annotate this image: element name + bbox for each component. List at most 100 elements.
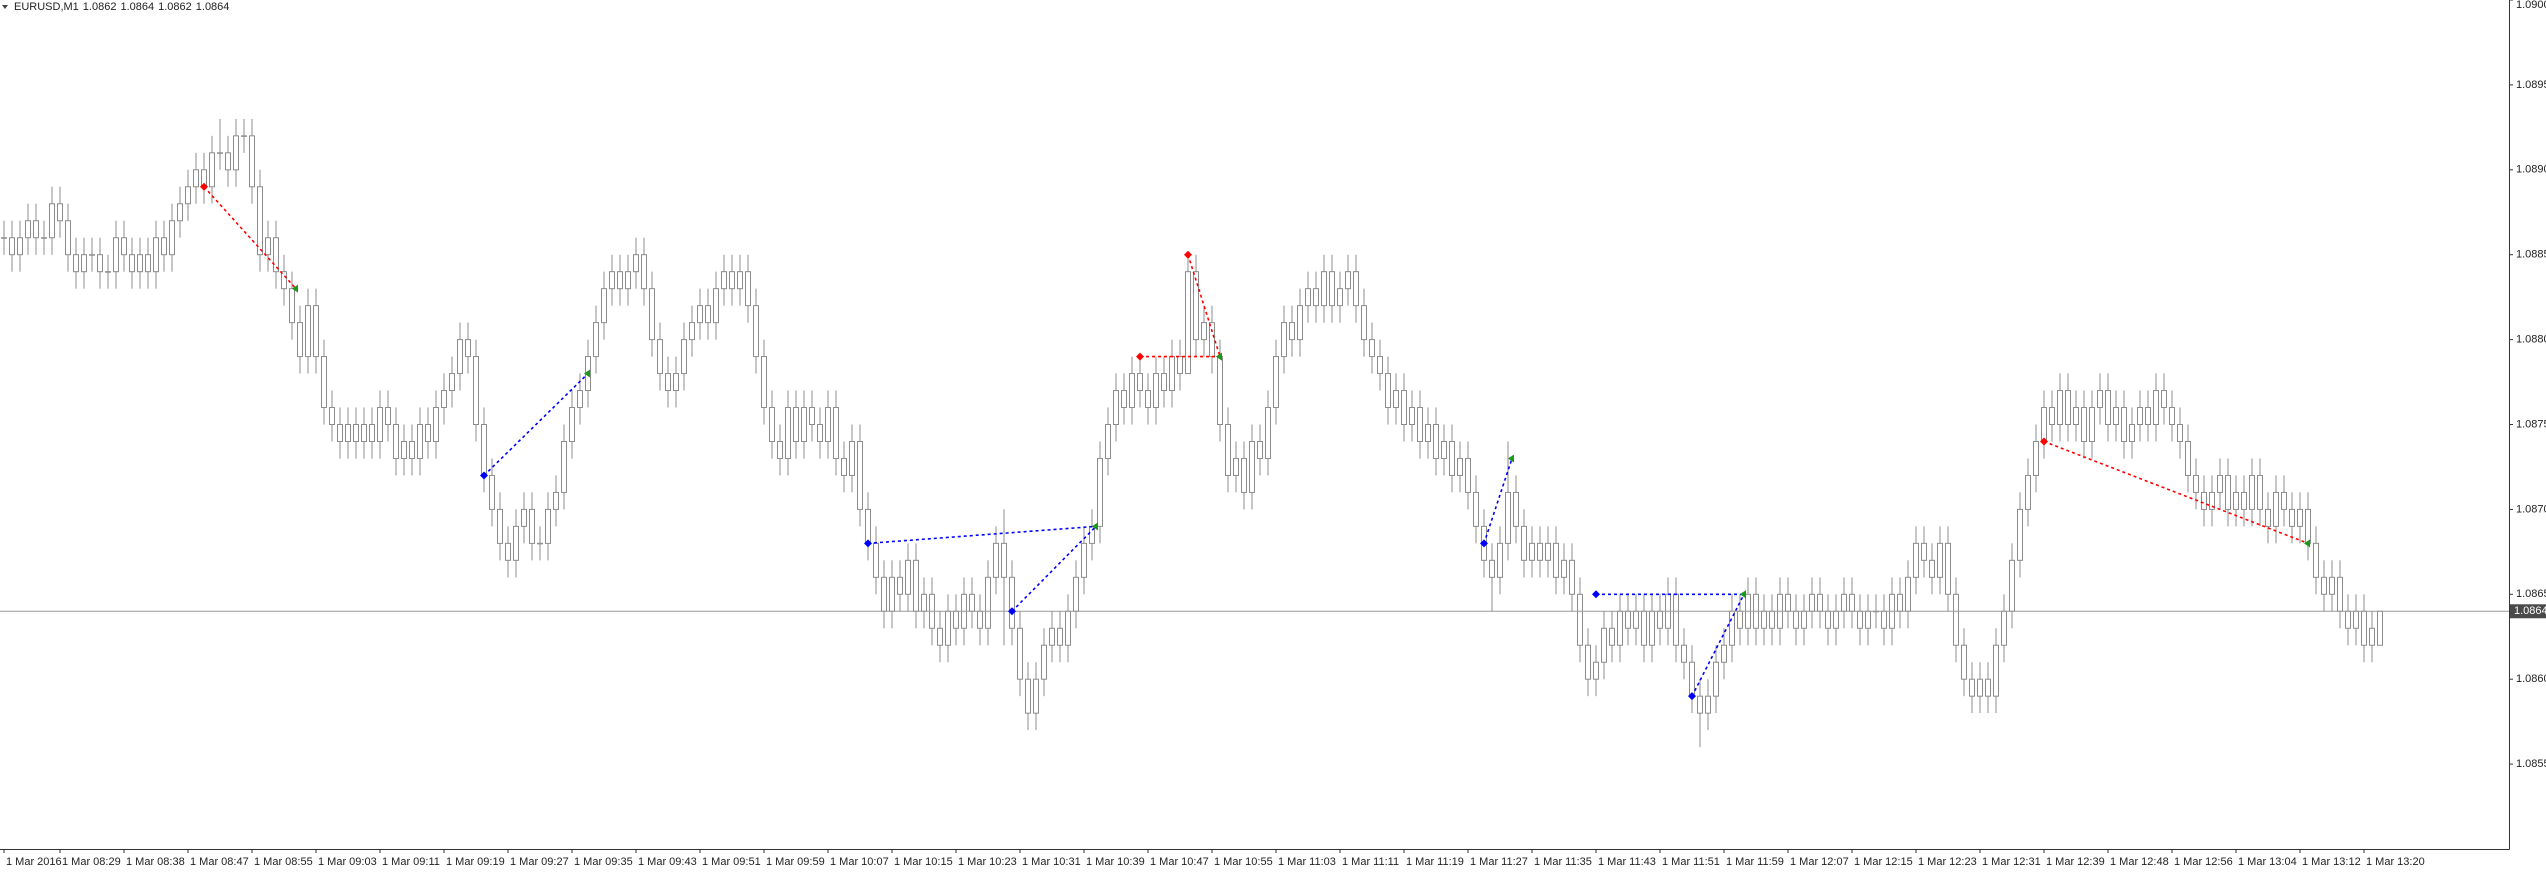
candle-body (2129, 424, 2135, 442)
candle-body (1785, 593, 1791, 612)
candle-body (2169, 407, 2175, 425)
candle-body (1489, 559, 1495, 578)
x-tick-label: 1 Mar 11:19 (1406, 856, 1464, 868)
trade-open-marker (1688, 692, 1696, 701)
candle-body (2137, 407, 2143, 425)
candle-body (1721, 644, 1727, 663)
candle-body (1985, 678, 1991, 697)
candle-body (913, 559, 919, 612)
x-tick-label: 1 Mar 11:59 (1726, 856, 1784, 868)
candle-body (801, 407, 807, 442)
x-tick-label: 1 Mar 09:51 (702, 856, 761, 868)
candle-body (617, 271, 623, 290)
candle-body (2185, 440, 2191, 476)
candle-body (793, 407, 799, 442)
candle-body (2233, 491, 2239, 510)
candle-body (409, 440, 415, 459)
candle-body (537, 542, 543, 545)
y-tick-label: 1.0895 (2516, 79, 2546, 91)
candle-body (289, 288, 295, 324)
candle-body (569, 407, 575, 442)
candle-body (1369, 339, 1375, 358)
x-tick-label: 1 Mar 12:31 (1982, 856, 2041, 868)
candle-body (601, 288, 607, 324)
candle-body (1713, 661, 1719, 697)
candle-body (921, 593, 927, 612)
candle-body (1537, 542, 1543, 561)
x-tick-label: 1 Mar 11:43 (1598, 856, 1656, 868)
candle-body (257, 186, 263, 256)
candle-body (225, 152, 231, 171)
candle-body (1025, 678, 1031, 714)
candle-body (2329, 576, 2335, 595)
candle-body (1121, 390, 1127, 409)
symbol: EURUSD,M1 (14, 0, 79, 13)
candle-body (2273, 491, 2279, 527)
candle-body (609, 271, 615, 290)
candle-body (465, 339, 471, 358)
candle-body (545, 508, 551, 544)
candle-body (217, 152, 223, 154)
x-tick-label: 1 Mar 13:12 (2302, 856, 2361, 868)
candle-body (1105, 424, 1111, 459)
candle-body (1905, 576, 1911, 612)
trade-line (203, 186, 297, 290)
candle-body (625, 271, 631, 290)
header-low: 1.0862 (158, 0, 192, 13)
candle-body (2153, 390, 2159, 426)
candle-body (833, 407, 839, 459)
candle-body (577, 390, 583, 409)
x-tick-label: 1 Mar 09:19 (446, 856, 505, 868)
candle-body (1641, 610, 1647, 646)
candle-body (553, 491, 559, 510)
candle-body (2345, 610, 2351, 629)
candle-body (657, 339, 663, 375)
candle-body (713, 288, 719, 324)
candle-body (273, 237, 279, 273)
candle-body (1473, 491, 1479, 527)
candle-body (25, 220, 31, 239)
x-tick-label: 1 Mar 08:47 (190, 856, 249, 868)
candle-body (1161, 373, 1167, 392)
candle-body (1409, 407, 1415, 425)
y-tick-label: 1.0880 (2516, 334, 2546, 346)
candle-body (2113, 407, 2119, 425)
candle-body (1401, 390, 1407, 426)
candle-body (1217, 356, 1223, 425)
candle-body (121, 237, 127, 256)
candle-body (1201, 322, 1207, 341)
candle-body (1673, 593, 1679, 646)
candle-body (865, 508, 871, 544)
candle-body (897, 576, 903, 595)
candle-body (2193, 474, 2199, 493)
candle-body (1249, 440, 1255, 493)
candle-body (1729, 610, 1735, 646)
candle-body (2337, 576, 2343, 612)
candle-body (1865, 610, 1871, 629)
trade-open-marker (2040, 437, 2048, 446)
candle-body (97, 254, 103, 273)
candle-body (417, 424, 423, 459)
candle-body (1081, 542, 1087, 578)
candle-body (513, 525, 519, 561)
candle-body (2041, 407, 2047, 442)
candle-body (1017, 627, 1023, 680)
candle-body (337, 424, 343, 442)
candle-body (1065, 610, 1071, 646)
candle-body (113, 237, 119, 273)
candle-body (145, 254, 151, 273)
candle-body (1545, 542, 1551, 561)
candle-body (2249, 474, 2255, 510)
candle-body (505, 542, 511, 561)
candle-body (481, 424, 487, 476)
trade-open-marker (480, 471, 488, 480)
candle-body (1969, 678, 1975, 697)
trade-line (483, 372, 589, 477)
candle-body (2361, 610, 2367, 646)
x-tick-label: 1 Mar 11:03 (1278, 856, 1336, 868)
candle-body (1041, 644, 1047, 680)
candle-body (441, 390, 447, 409)
candle-body (137, 254, 143, 273)
trade-close-marker (1092, 522, 1098, 531)
candle-body (697, 305, 703, 324)
